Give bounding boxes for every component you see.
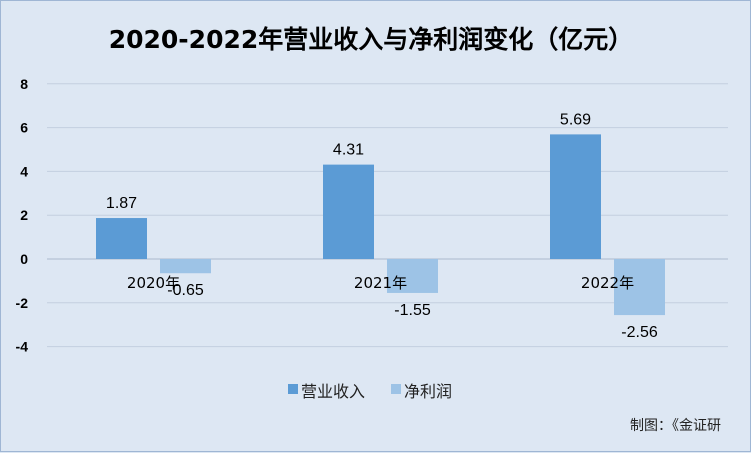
bar xyxy=(550,134,601,259)
y-tick-label: 6 xyxy=(20,120,28,136)
data-label: -1.55 xyxy=(394,302,431,319)
bar xyxy=(387,259,438,293)
y-tick-label: 8 xyxy=(20,76,28,92)
legend-label-net-profit: 净利润 xyxy=(404,382,452,401)
legend-swatch-revenue xyxy=(288,384,298,394)
bars xyxy=(96,134,665,316)
credit-text: 制图：《金证研 xyxy=(630,418,721,434)
bar xyxy=(323,164,374,259)
legend-swatch-net-profit xyxy=(391,384,401,394)
data-label: 4.31 xyxy=(333,142,364,159)
category-labels: 2020年 2021年 2022年 xyxy=(127,274,634,292)
category-label: 2022年 xyxy=(581,274,634,292)
data-labels: 1.87 -0.65 4.31 -1.55 5.69 -2.56 xyxy=(106,111,658,341)
category-label: 2020年 xyxy=(127,274,180,292)
data-label: 5.69 xyxy=(560,111,591,128)
y-tick-label: -4 xyxy=(16,339,29,355)
data-label: -2.56 xyxy=(621,324,658,341)
chart-title: 2020-2022年营业收入与净利润变化（亿元） xyxy=(109,25,634,54)
data-label: -0.65 xyxy=(167,282,204,299)
y-tick-label: 4 xyxy=(20,163,28,179)
y-tick-label: -2 xyxy=(16,295,29,311)
data-label: 1.87 xyxy=(106,195,137,212)
bar xyxy=(160,259,211,274)
legend: 营业收入 净利润 xyxy=(288,382,452,401)
bar xyxy=(614,259,665,316)
y-axis-ticks: 8 6 4 2 0 -2 -4 xyxy=(16,76,29,355)
bar xyxy=(96,218,147,259)
legend-label-revenue: 营业收入 xyxy=(301,382,365,401)
y-tick-label: 2 xyxy=(20,207,28,223)
category-label: 2021年 xyxy=(354,274,407,292)
y-tick-label: 0 xyxy=(20,251,28,267)
